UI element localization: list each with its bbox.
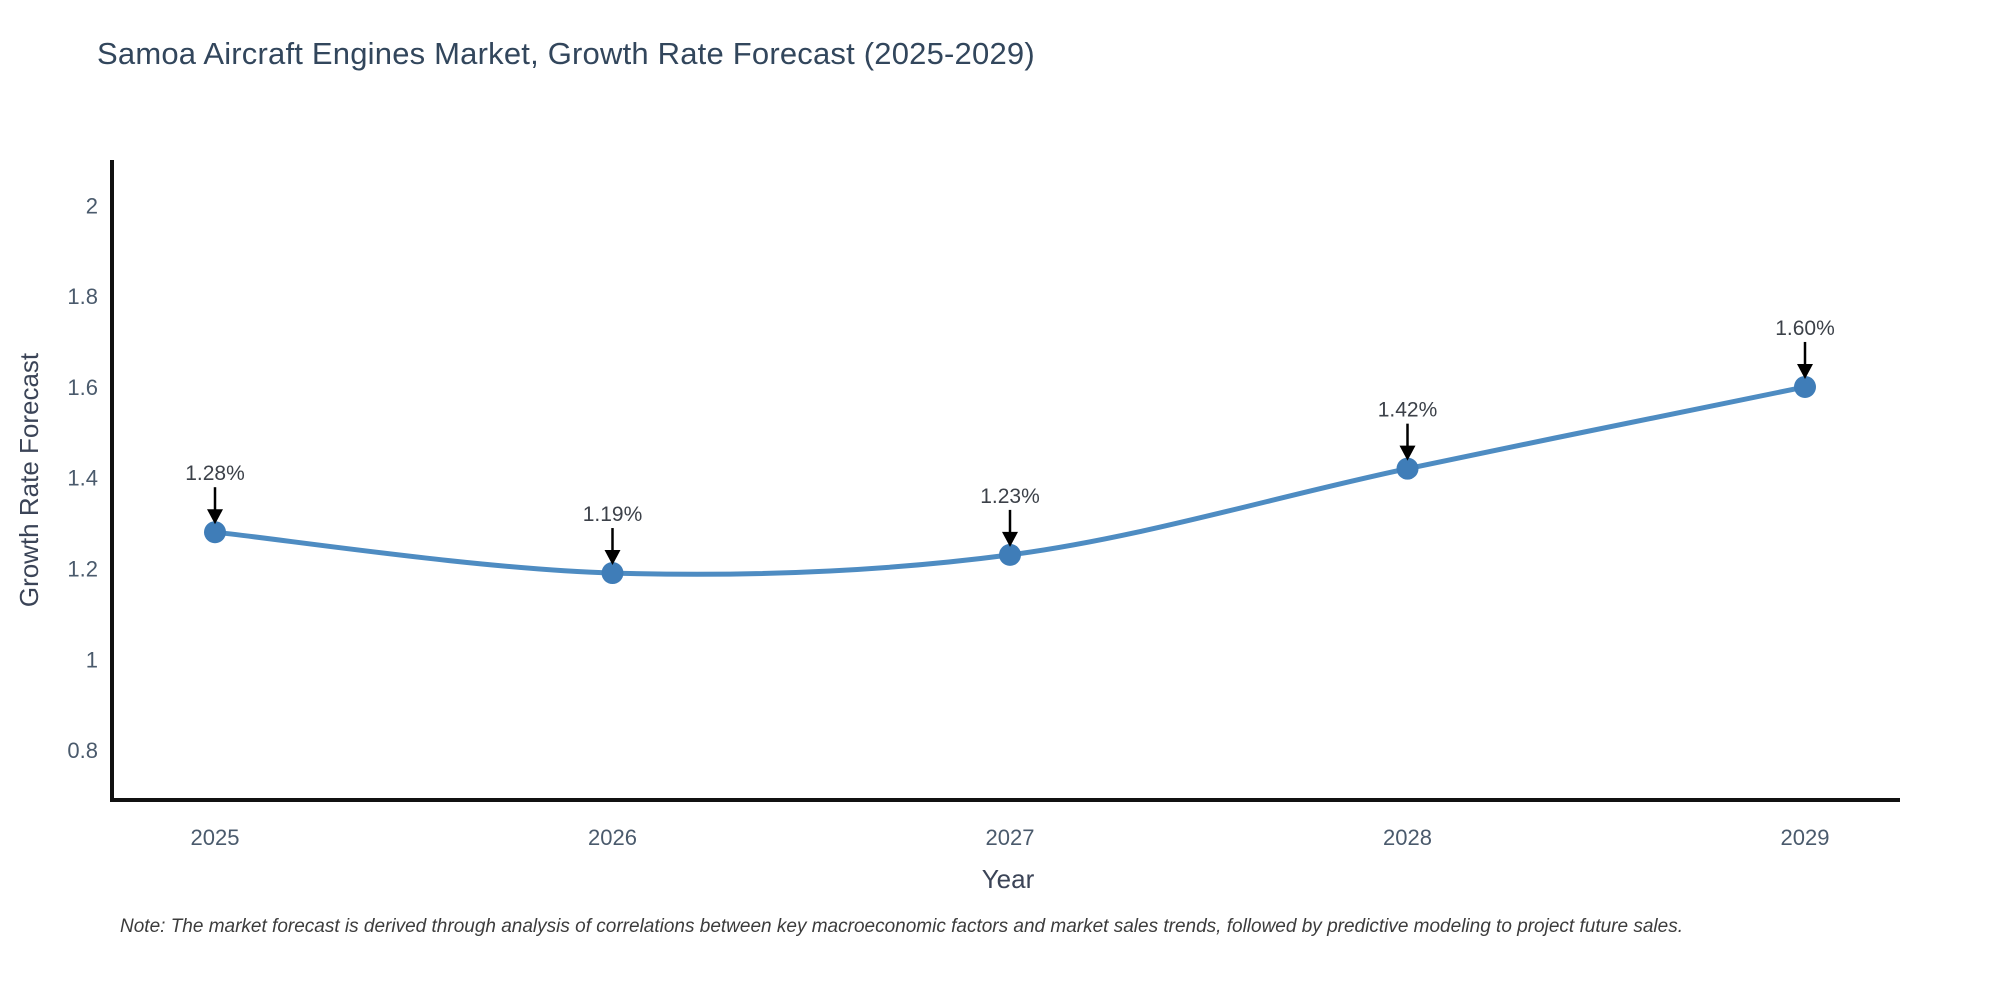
annotation-arrowhead-icon [1002, 531, 1018, 547]
data-point-2025[interactable] [204, 521, 226, 544]
annotation-label: 1.60% [1775, 317, 1835, 340]
y-tick-label: 1.8 [67, 284, 98, 309]
footnote: Note: The market forecast is derived thr… [120, 916, 1683, 937]
y-tick-label: 1 [86, 647, 98, 672]
y-tick-label: 1.2 [67, 557, 98, 582]
annotation-arrowhead-icon [1399, 445, 1416, 461]
data-point-2027[interactable] [999, 543, 1021, 566]
x-tick-label: 2025 [191, 825, 240, 850]
data-point-2028[interactable] [1396, 457, 1419, 480]
x-tick-label: 2028 [1383, 825, 1432, 850]
y-tick-label: 1.6 [67, 375, 98, 400]
x-tick-label: 2029 [1781, 825, 1830, 850]
chart-title: Samoa Aircraft Engines Market, Growth Ra… [97, 36, 1035, 71]
annotation-2026: 1.19% [583, 503, 643, 566]
annotation-2025: 1.28% [185, 462, 245, 525]
annotation-label: 1.23% [980, 485, 1040, 508]
y-tick-label: 2 [86, 193, 98, 218]
annotation-arrowhead-icon [207, 509, 223, 525]
annotation-arrowhead-icon [1797, 363, 1813, 379]
x-axis-ticks: 2025 2026 2027 2028 2029 [191, 825, 1830, 850]
data-point-2029[interactable] [1794, 375, 1816, 398]
annotation-label: 1.42% [1378, 399, 1438, 422]
x-tick-label: 2027 [986, 825, 1035, 850]
annotation-label: 1.19% [583, 503, 643, 526]
annotation-2029: 1.60% [1775, 317, 1835, 379]
line-series [204, 375, 1816, 585]
y-axis-title: Growth Rate Forecast [14, 352, 44, 607]
point-annotations: 1.28% 1.19% 1.23% 1.42% 1.60% [185, 317, 1835, 566]
x-axis-title: Year [982, 864, 1035, 894]
annotation-2028: 1.42% [1378, 399, 1438, 461]
y-axis-ticks: 0.8 1 1.2 1.4 1.6 1.8 2 [67, 193, 98, 763]
annotation-arrowhead-icon [604, 550, 621, 566]
annotation-label: 1.28% [185, 462, 245, 485]
y-tick-label: 1.4 [67, 466, 98, 491]
y-tick-label: 0.8 [67, 738, 98, 763]
x-tick-label: 2026 [588, 825, 637, 850]
annotation-2027: 1.23% [980, 485, 1040, 547]
data-point-2026[interactable] [601, 562, 624, 585]
